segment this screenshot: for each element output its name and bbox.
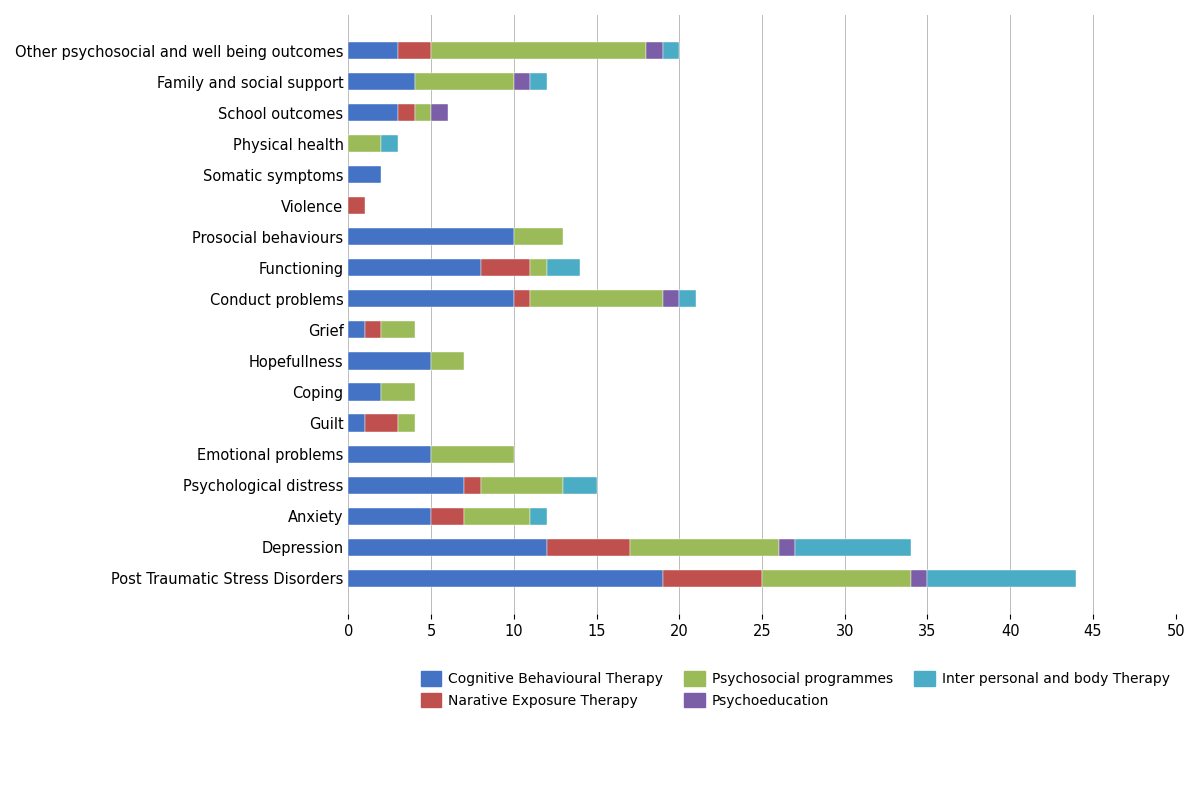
Bar bbox=[630, 539, 779, 556]
Bar bbox=[348, 322, 365, 338]
Bar bbox=[382, 322, 414, 338]
Bar bbox=[547, 259, 580, 277]
Bar bbox=[348, 136, 382, 152]
Bar bbox=[348, 352, 431, 370]
Bar bbox=[431, 104, 448, 121]
Bar bbox=[547, 539, 630, 556]
Bar bbox=[431, 352, 464, 370]
Bar bbox=[530, 259, 547, 277]
Bar bbox=[348, 415, 365, 431]
Bar bbox=[646, 43, 662, 59]
Bar bbox=[348, 73, 414, 91]
Bar bbox=[779, 539, 796, 556]
Bar bbox=[398, 415, 414, 431]
Bar bbox=[348, 446, 431, 463]
Bar bbox=[514, 229, 564, 245]
Bar bbox=[348, 104, 398, 121]
Bar bbox=[530, 290, 662, 307]
Bar bbox=[530, 508, 547, 525]
Bar bbox=[348, 166, 382, 184]
Bar bbox=[662, 569, 762, 587]
Bar bbox=[762, 569, 911, 587]
Bar bbox=[530, 73, 547, 91]
Bar bbox=[348, 539, 547, 556]
Bar bbox=[382, 136, 398, 152]
Bar bbox=[796, 539, 911, 556]
Bar bbox=[431, 508, 464, 525]
Bar bbox=[464, 476, 481, 493]
Bar bbox=[348, 259, 481, 277]
Bar bbox=[481, 259, 530, 277]
Bar bbox=[431, 446, 514, 463]
Bar bbox=[431, 43, 646, 59]
Bar bbox=[398, 43, 431, 59]
Bar bbox=[348, 197, 365, 214]
Bar bbox=[348, 508, 431, 525]
Bar bbox=[414, 73, 514, 91]
Bar bbox=[662, 290, 679, 307]
Bar bbox=[382, 383, 414, 400]
Bar bbox=[662, 43, 679, 59]
Bar bbox=[348, 569, 662, 587]
Bar bbox=[514, 290, 530, 307]
Bar bbox=[414, 104, 431, 121]
Bar bbox=[464, 508, 530, 525]
Bar bbox=[365, 415, 398, 431]
Bar bbox=[481, 476, 564, 493]
Bar bbox=[348, 476, 464, 493]
Bar bbox=[348, 229, 514, 245]
Bar bbox=[348, 383, 382, 400]
Bar bbox=[348, 43, 398, 59]
Bar bbox=[928, 569, 1076, 587]
Bar bbox=[514, 73, 530, 91]
Bar bbox=[564, 476, 596, 493]
Bar bbox=[398, 104, 414, 121]
Bar bbox=[348, 290, 514, 307]
Bar bbox=[365, 322, 382, 338]
Bar bbox=[679, 290, 696, 307]
Bar bbox=[911, 569, 928, 587]
Legend: Cognitive Behavioural Therapy, Narative Exposure Therapy, Psychosocial programme: Cognitive Behavioural Therapy, Narative … bbox=[415, 666, 1175, 714]
